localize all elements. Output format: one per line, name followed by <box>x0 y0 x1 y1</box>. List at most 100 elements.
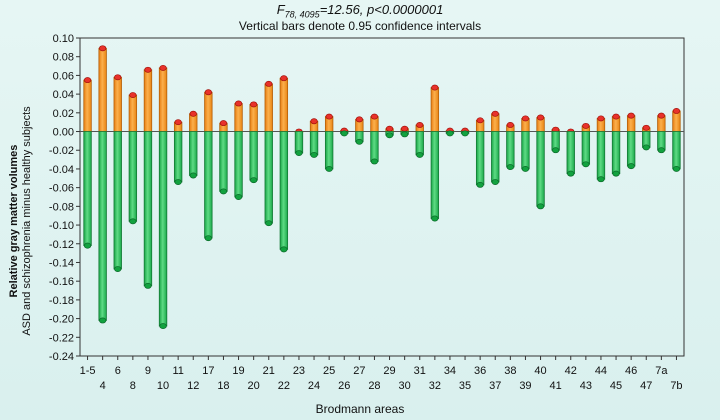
x-tick-label: 34 <box>444 365 456 377</box>
chart-title: F78, 4095=12.56, p<0.0000001 <box>276 2 444 20</box>
bar-green <box>249 131 258 181</box>
ci-cap-orange <box>265 80 273 87</box>
y-tick-label: -0.04 <box>49 164 74 176</box>
ci-cap-green <box>506 164 514 171</box>
ci-cap-green <box>219 188 228 195</box>
x-tick-label: 38 <box>504 365 516 377</box>
ci-cap-green <box>597 176 605 183</box>
x-tick-label: 11 <box>172 365 183 377</box>
bar-orange <box>98 47 107 132</box>
bar-green <box>324 131 334 170</box>
y-tick-label: 0.10 <box>53 33 74 45</box>
x-tick-label: 19 <box>232 365 244 377</box>
ci-cap-orange <box>627 112 635 119</box>
y-tick-label: 0.06 <box>53 70 74 82</box>
bar-orange <box>264 83 273 132</box>
bar-green <box>98 131 107 321</box>
x-tick-label: 12 <box>187 380 199 392</box>
bar-green <box>581 131 591 165</box>
bar-green <box>521 131 530 170</box>
ci-cap-orange <box>144 66 152 73</box>
bar-green <box>234 131 243 198</box>
x-tick-label: 7a <box>655 365 668 377</box>
bar-orange <box>672 110 681 132</box>
x-tick-label: 25 <box>323 365 335 377</box>
ci-cap-green <box>280 246 288 253</box>
chart-subtitle: Vertical bars denote 0.95 confidence int… <box>238 19 482 33</box>
bar-green <box>113 131 122 270</box>
bar-green <box>596 131 606 180</box>
ci-cap-green <box>476 181 484 188</box>
bar-green <box>626 131 636 167</box>
x-tick-label: 22 <box>278 380 290 392</box>
ci-cap-orange <box>431 84 439 91</box>
ci-cap-green <box>159 323 167 330</box>
x-tick-label: 45 <box>610 380 622 392</box>
ci-cap-orange <box>370 113 379 120</box>
x-tick-label: 40 <box>534 365 546 377</box>
bar-green <box>430 131 440 219</box>
ci-cap-green <box>627 163 635 170</box>
x-tick-label: 8 <box>130 380 136 392</box>
bar-green <box>264 131 273 224</box>
ci-cap-orange <box>174 119 182 126</box>
bar-green <box>219 131 228 192</box>
y-tick-label: 0.00 <box>53 127 74 139</box>
bar-green <box>309 131 319 156</box>
ci-cap-green <box>521 165 530 172</box>
x-tick-label: 26 <box>338 380 350 392</box>
ci-cap-green <box>99 317 107 324</box>
ci-cap-green <box>204 235 212 242</box>
x-tick-label: 21 <box>263 365 275 377</box>
x-tick-label: 42 <box>565 365 577 377</box>
plot-border <box>79 37 685 357</box>
y-tick-label: -0.12 <box>49 239 74 251</box>
y-tick-label: -0.24 <box>49 351 74 363</box>
y-tick-label: 0.02 <box>53 108 74 120</box>
ci-cap-green <box>567 170 575 177</box>
ci-cap-orange <box>597 115 605 122</box>
ci-cap-orange <box>582 122 590 129</box>
ci-cap-orange <box>159 64 167 71</box>
bar-green <box>475 131 485 186</box>
bar-orange <box>430 87 440 132</box>
ci-cap-orange <box>219 120 228 127</box>
ci-cap-orange <box>642 124 650 131</box>
y-tick-label: -0.18 <box>49 295 74 307</box>
x-axis-label: Brodmann areas <box>315 402 405 416</box>
ci-cap-green <box>144 282 152 289</box>
ci-cap-orange <box>355 116 363 123</box>
ci-cap-orange <box>129 92 137 99</box>
ci-cap-green <box>672 165 681 172</box>
bar-green <box>143 131 153 287</box>
ci-cap-orange <box>189 110 197 117</box>
ci-cap-orange <box>672 108 681 114</box>
bar-green <box>128 131 138 222</box>
ci-cap-orange <box>234 100 243 107</box>
x-tick-label: 31 <box>414 365 426 377</box>
y-tick-label: 0.04 <box>53 89 74 101</box>
x-tick-label: 47 <box>640 380 652 392</box>
ci-cap-green <box>401 131 409 138</box>
x-tick-label: 29 <box>383 365 395 377</box>
x-tick-label: 35 <box>459 380 471 392</box>
bar-green <box>415 131 424 156</box>
ci-cap-green <box>446 130 454 137</box>
bar-green <box>83 131 92 247</box>
ci-cap-orange <box>280 75 288 82</box>
y-tick-label: 0.08 <box>53 52 74 64</box>
x-tick-label: 24 <box>308 380 320 392</box>
bar-green <box>566 131 575 175</box>
y-tick-label: -0.10 <box>49 220 74 232</box>
x-tick-label: 6 <box>115 365 121 377</box>
ci-cap-green <box>234 194 243 200</box>
bar-orange <box>83 79 92 132</box>
x-tick-label: 7b <box>670 380 682 392</box>
ci-cap-green <box>642 144 650 151</box>
ci-cap-green <box>174 179 182 185</box>
bar-green <box>611 131 621 175</box>
bar-green <box>370 131 379 162</box>
ci-cap-orange <box>325 113 333 120</box>
ci-cap-orange <box>536 114 545 121</box>
